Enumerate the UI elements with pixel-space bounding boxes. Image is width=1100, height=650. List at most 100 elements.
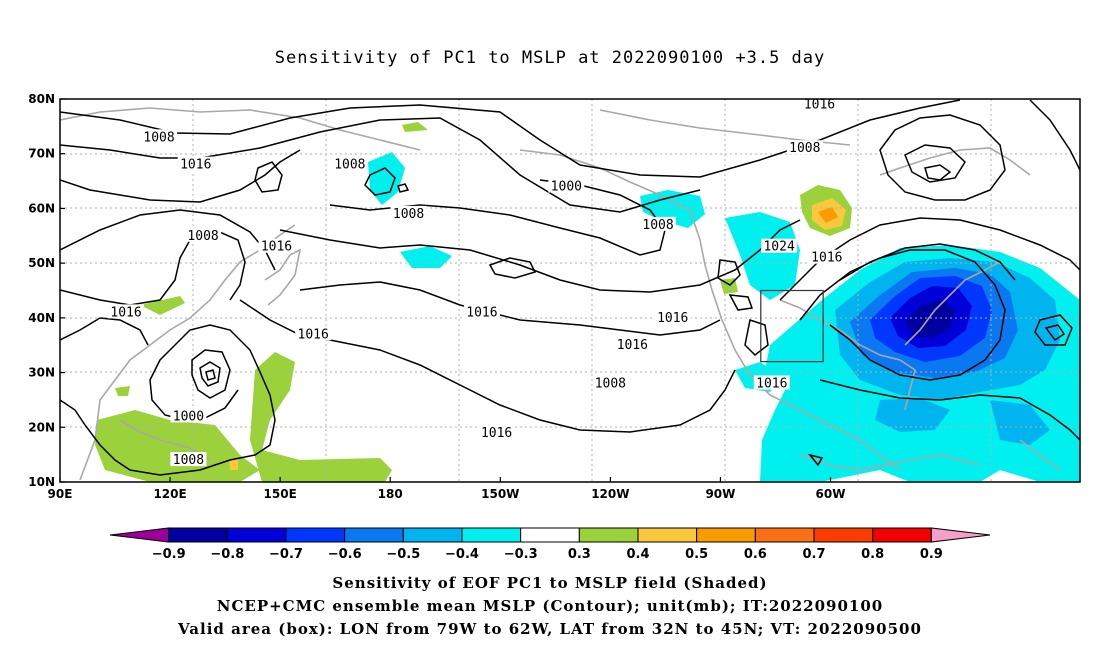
isobar-label: 1016	[481, 426, 512, 441]
colorbar-swatch	[344, 527, 404, 543]
positive-sensitivity-patch	[115, 386, 130, 396]
lat-label: 80N	[28, 92, 55, 106]
isobar-label: 1008	[173, 453, 204, 468]
colorbar-swatch	[402, 527, 463, 543]
lat-label: 10N	[28, 475, 55, 489]
colorbar-swatch	[109, 527, 170, 543]
isobar-label-bg	[295, 326, 332, 341]
isobar-label-bg	[185, 227, 222, 242]
isobar-label-bg	[108, 304, 145, 319]
map-title: Sensitivity of PC1 to MSLP at 2022090100…	[274, 48, 826, 68]
map-frame	[59, 98, 1081, 483]
isobar-label-bg	[548, 178, 585, 193]
colorbar-swatch	[696, 527, 756, 543]
colorbar-swatch	[285, 527, 346, 543]
isobar-label-bg	[614, 337, 651, 352]
isobar-label-bg	[141, 129, 178, 144]
colorbar-swatch	[520, 527, 580, 543]
positive-sensitivity-patch	[250, 352, 392, 482]
colorbar-swatch	[578, 527, 639, 543]
colorbar-label: −0.3	[504, 547, 538, 562]
isobar-label: 1016	[617, 338, 648, 353]
isobar-label: 1016	[657, 311, 688, 326]
colorbar-label: −0.8	[210, 547, 244, 562]
isobar-label-bg	[177, 156, 214, 171]
negative-sensitivity-patch	[990, 400, 1050, 445]
lon-label: 90W	[705, 487, 735, 501]
caption-shading: Sensitivity of EOF PC1 to MSLP field (Sh…	[332, 574, 768, 592]
isobar-label: 1016	[298, 327, 329, 342]
lat-label: 40N	[28, 311, 55, 325]
isobar-label: 1008	[393, 207, 424, 222]
isobar-label-bg	[463, 304, 500, 319]
isobar-label-bg	[390, 205, 427, 220]
isobar-labels: 1016 1008 1008 1016 1008 1000 1008 1008 1008 1024…	[108, 96, 845, 468]
isobar-label: 1008	[143, 130, 174, 145]
lon-label: 150W	[481, 487, 519, 501]
colorbar-label: 0.5	[685, 547, 708, 562]
colorbar-swatch	[226, 527, 287, 543]
negative-sensitivity-patch	[400, 246, 452, 268]
isobar-label: 1016	[804, 97, 835, 112]
isobar-label: 1008	[334, 158, 365, 173]
isobar-label-bg	[170, 408, 207, 423]
lat-label: 30N	[28, 366, 55, 380]
colorbar-label: −0.5	[386, 547, 420, 562]
valid-area-box	[760, 289, 824, 363]
isobar-label-bg	[478, 424, 515, 439]
isobar-label: 1016	[811, 251, 842, 266]
positive-sensitivity-patch	[140, 296, 185, 315]
isobar-label-bg	[761, 238, 798, 253]
colorbar-label: 0.8	[861, 547, 884, 562]
colorbar-label: 0.6	[744, 547, 767, 562]
colorbar-swatch	[930, 527, 991, 543]
lon-label: 120E	[153, 487, 186, 501]
isobar-label-bg	[801, 96, 838, 111]
lat-label: 20N	[28, 420, 55, 434]
colorbar-label: −0.6	[328, 547, 362, 562]
isobar-label-bg	[258, 238, 295, 253]
colorbar-label: −0.4	[445, 547, 479, 562]
negative-sensitivity-patch	[640, 190, 705, 228]
lon-label: 150E	[264, 487, 297, 501]
isobar-label-bg	[808, 249, 845, 264]
lat-label: 50N	[28, 256, 55, 270]
longitude-labels: 90E 120E 150E 180 150W 120W 90W 60W	[48, 477, 846, 501]
lon-label: 60W	[816, 487, 846, 501]
positive-sensitivity-patch	[818, 207, 838, 223]
isobar-label-bg	[592, 375, 629, 390]
mslp-contours	[60, 99, 1080, 476]
colorbar-label: 0.9	[920, 547, 943, 562]
isobar-label: 1000	[551, 180, 582, 195]
isobar-label: 1016	[180, 158, 211, 173]
lon-label: 120W	[591, 487, 629, 501]
isobar-label-bg	[640, 216, 677, 231]
isobar-label: 1008	[595, 377, 626, 392]
isobar-label-bg	[753, 375, 790, 390]
isobar-label-bg	[331, 156, 368, 171]
colorbar-label: −0.7	[269, 547, 303, 562]
lat-label: 70N	[28, 147, 55, 161]
negative-sensitivity-patch	[368, 152, 405, 205]
positive-sensitivity-patch	[402, 122, 428, 132]
colorbar-swatch	[168, 527, 228, 543]
caption-valid-area: Valid area (box): LON from 79W to 62W, L…	[178, 620, 922, 638]
isobar-label-bg	[654, 309, 691, 324]
isobar-label: 1016	[261, 240, 292, 255]
latitude-labels: 80N 70N 60N 50N 40N 30N 20N 10N	[28, 92, 65, 489]
colorbar-label: 0.7	[802, 547, 825, 562]
isobar-label: 1016	[466, 305, 497, 320]
positive-sensitivity-patch	[229, 458, 238, 470]
coastlines	[60, 107, 1061, 481]
colorbar-label: −0.9	[152, 547, 186, 562]
isobar-label: 1008	[789, 141, 820, 156]
sensitivity-shading	[95, 122, 1080, 482]
lon-label: 180	[378, 487, 403, 501]
isobar-label-bg	[786, 140, 823, 155]
isobar-label: 1016	[756, 377, 787, 392]
negative-sensitivity-patch	[725, 212, 800, 300]
colorbar: −0.9 −0.8 −0.7 −0.6 −0.5 −0.4 −0.3 0.3 0.4 0.5 0.6…	[109, 527, 991, 562]
caption-contour: NCEP+CMC ensemble mean MSLP (Contour); u…	[216, 597, 884, 615]
isobar-label-bg	[170, 452, 207, 467]
